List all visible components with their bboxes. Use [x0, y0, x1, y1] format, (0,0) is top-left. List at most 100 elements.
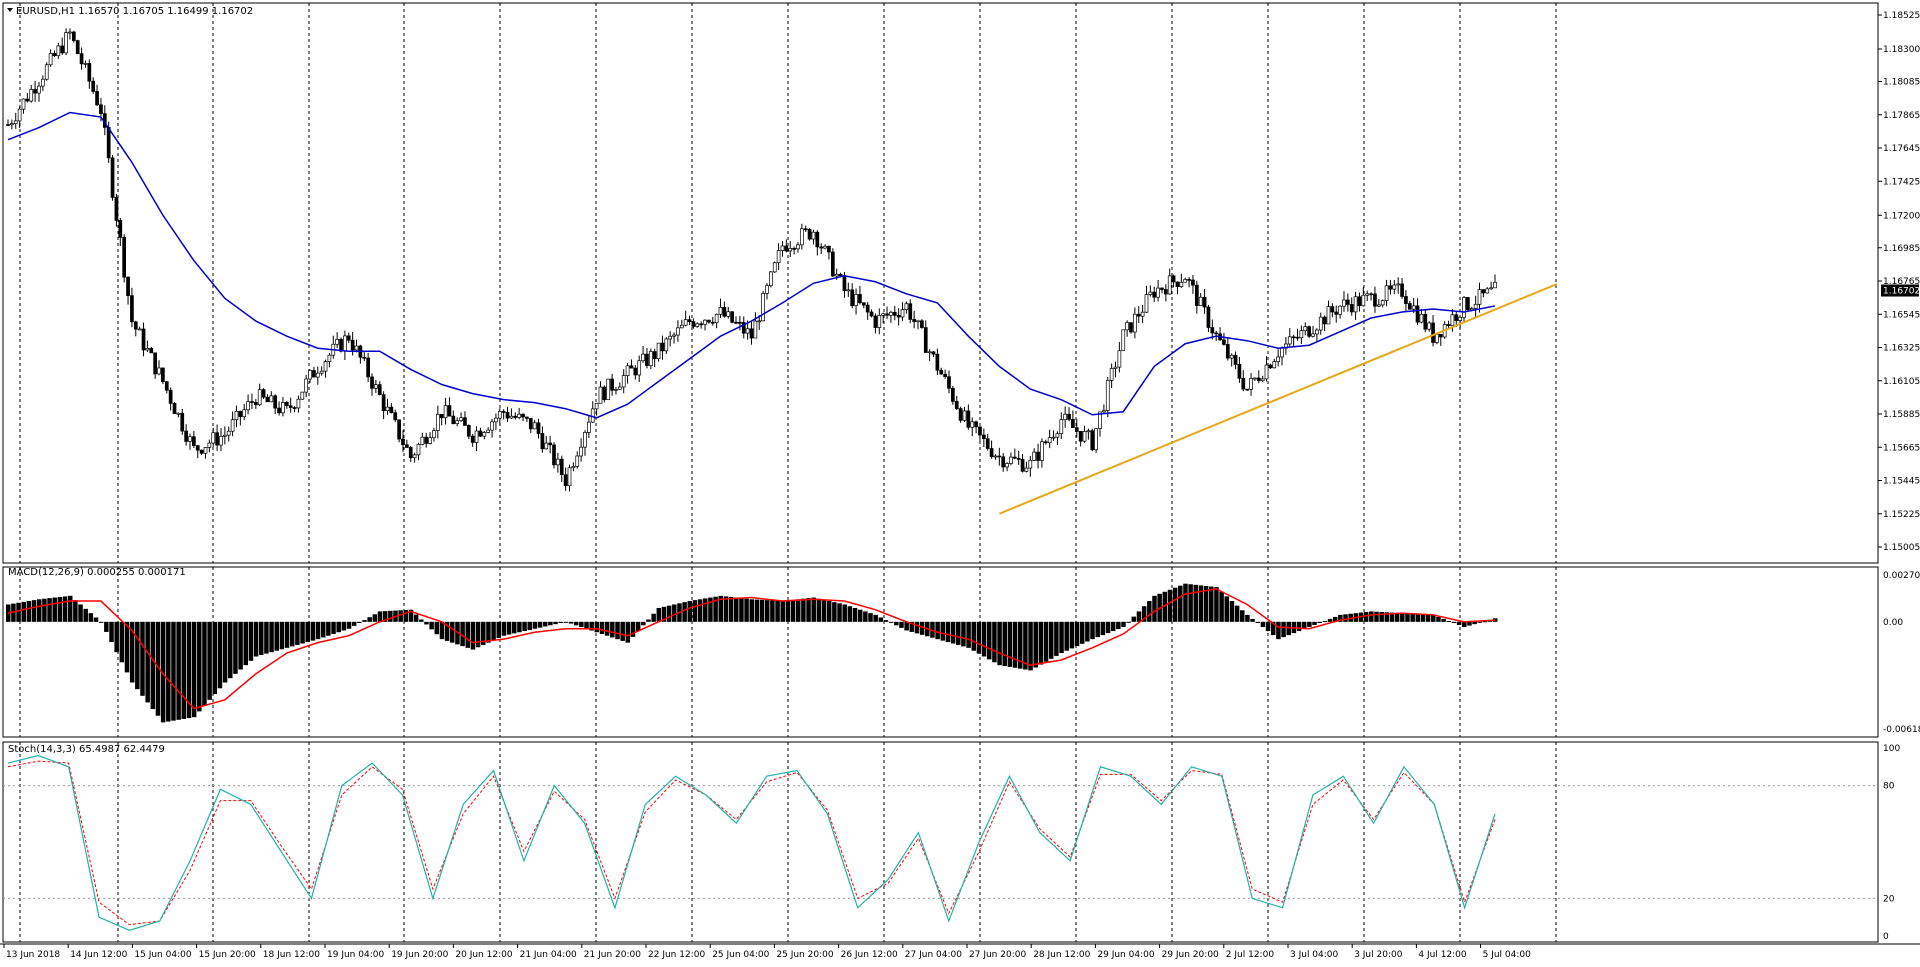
- candle-bull: [776, 250, 781, 264]
- candle-bull: [1082, 431, 1087, 442]
- candle-bull: [579, 446, 583, 457]
- macd-bar: [1338, 614, 1343, 622]
- candle-bull: [1427, 322, 1432, 330]
- candle-bear: [827, 245, 831, 253]
- candle-bull: [1198, 296, 1203, 306]
- candle-bear: [1191, 279, 1195, 286]
- macd-bar: [104, 621, 109, 632]
- macd-bar: [93, 617, 99, 622]
- candle-bear: [370, 376, 374, 389]
- macd-bar: [491, 621, 496, 641]
- candle-bull: [1047, 437, 1052, 444]
- candle-bear: [730, 311, 734, 323]
- panel-frame-0: [2, 2, 1879, 564]
- candle-bull: [145, 348, 150, 351]
- time-label: 27 Jun 20:00: [969, 950, 1026, 960]
- candle-bear: [91, 80, 96, 92]
- macd-bar: [775, 600, 780, 622]
- candle-bull: [41, 78, 45, 87]
- macd-bar: [233, 621, 238, 674]
- macd-bar: [289, 621, 295, 647]
- macd-bar: [620, 621, 625, 641]
- candle-bear: [424, 436, 429, 444]
- stoch-signal-line: [7, 760, 1496, 926]
- candle-bear: [75, 40, 80, 55]
- candle-bull: [1055, 433, 1060, 438]
- time-label: 19 Jun 04:00: [327, 950, 384, 960]
- candle-bull: [617, 386, 622, 390]
- macd-bar: [31, 600, 37, 622]
- candle-bull: [1411, 305, 1416, 310]
- stoch-axis-label: 20: [1883, 894, 1895, 904]
- macd-bar: [1482, 621, 1488, 623]
- macd-bar: [1281, 621, 1286, 638]
- price-label: 1.15225: [1883, 510, 1920, 520]
- candle-bull: [343, 335, 347, 352]
- macd-bar: [52, 597, 57, 622]
- candle-bear: [610, 378, 614, 391]
- chevron-down-icon[interactable]: [7, 8, 13, 12]
- macd-bar: [470, 621, 476, 650]
- trendline-segment: [998, 283, 1558, 515]
- candle-bear: [633, 367, 638, 376]
- macd-bar: [1131, 616, 1137, 622]
- candle-bull: [234, 410, 239, 421]
- macd-bar: [558, 621, 563, 623]
- macd-bar: [718, 595, 724, 622]
- time-label: 19 Jun 20:00: [391, 950, 448, 960]
- price-label: 1.17200: [1883, 211, 1920, 221]
- candle-bull: [281, 402, 285, 414]
- macd-bar: [826, 601, 832, 622]
- candle-bull: [509, 415, 514, 419]
- macd-bar: [610, 621, 615, 638]
- candle-bear: [1187, 279, 1191, 281]
- candle-bear: [954, 401, 959, 409]
- trendline[interactable]: [998, 283, 1558, 515]
- macd-bar: [212, 621, 218, 695]
- macd-bar: [630, 621, 636, 637]
- candle-bear: [858, 294, 862, 304]
- candle-bear: [923, 327, 928, 353]
- candle-bull: [703, 319, 707, 325]
- time-label: 28 Jun 12:00: [1033, 950, 1090, 960]
- macd-bar: [956, 621, 961, 645]
- macd-bar: [16, 602, 21, 622]
- macd-signal-line: [7, 588, 1496, 710]
- candle-bear: [1129, 322, 1133, 333]
- macd-bar: [1327, 618, 1333, 622]
- candle-bull: [1028, 459, 1033, 469]
- macd-bar: [1456, 621, 1462, 626]
- candle-bear: [184, 430, 188, 442]
- macd-bar: [155, 621, 161, 716]
- candle-bull: [257, 389, 262, 406]
- candle-bull: [567, 467, 572, 487]
- candle-bear: [850, 289, 855, 307]
- candle-bear: [1407, 303, 1412, 310]
- macd-bar: [749, 599, 754, 622]
- candle-bull: [1380, 300, 1385, 306]
- macd-bar: [532, 621, 538, 629]
- macd-bar: [424, 621, 429, 625]
- macd-header: MACD(12,26,9) 0.000255 0.000171: [8, 567, 186, 578]
- macd-bar: [1451, 621, 1457, 623]
- macd-bar: [852, 607, 858, 622]
- candle-bear: [141, 328, 146, 351]
- candle-bear: [1202, 296, 1207, 308]
- candle-bear: [710, 321, 715, 324]
- macd-bar: [780, 601, 785, 622]
- candle-bull: [916, 320, 920, 323]
- candle-bull: [1365, 293, 1370, 296]
- candle-bull: [1477, 289, 1482, 305]
- candle-bull: [1109, 368, 1114, 381]
- macd-bar: [1250, 618, 1255, 622]
- candle-bull: [1435, 334, 1439, 343]
- candle-bull: [83, 63, 88, 65]
- candle-bear: [1466, 297, 1470, 311]
- candle-bull: [1105, 380, 1110, 411]
- macd-bar: [914, 621, 920, 634]
- macd-bar: [166, 621, 171, 722]
- candle-bear: [1481, 289, 1486, 294]
- candle-bull: [834, 273, 839, 277]
- candle-bear: [470, 435, 475, 443]
- candle-bear: [114, 197, 119, 221]
